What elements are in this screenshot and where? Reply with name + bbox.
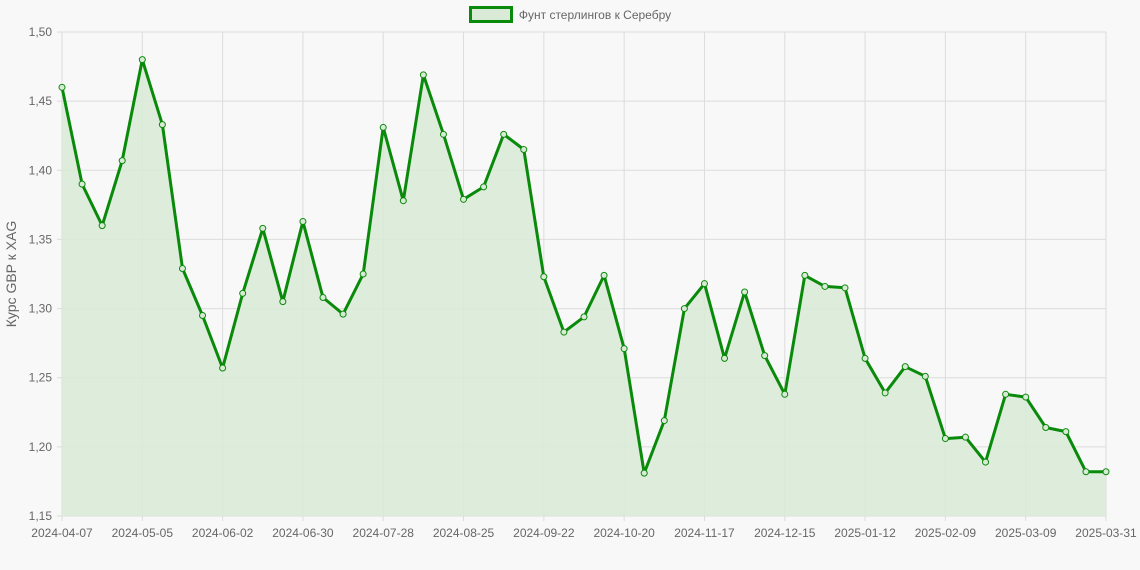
- x-tick-label: 2024-08-25: [433, 526, 495, 540]
- data-point[interactable]: [500, 130, 508, 138]
- data-point[interactable]: [1062, 428, 1070, 436]
- data-point[interactable]: [359, 270, 367, 278]
- data-point[interactable]: [640, 469, 648, 477]
- data-point[interactable]: [741, 288, 749, 296]
- data-point[interactable]: [881, 389, 889, 397]
- data-point[interactable]: [961, 433, 969, 441]
- x-tick-label: 2025-01-12: [834, 526, 896, 540]
- data-point[interactable]: [460, 195, 468, 203]
- data-point[interactable]: [620, 345, 628, 353]
- data-point[interactable]: [158, 121, 166, 129]
- x-tick-label: 2025-03-31: [1075, 526, 1137, 540]
- data-point[interactable]: [921, 372, 929, 380]
- y-tick-label: 1,20: [29, 440, 53, 454]
- data-point[interactable]: [419, 71, 427, 79]
- data-point[interactable]: [1022, 393, 1030, 401]
- y-tick-label: 1,25: [29, 371, 53, 385]
- data-point[interactable]: [600, 271, 608, 279]
- data-point[interactable]: [480, 183, 488, 191]
- data-point[interactable]: [560, 328, 568, 336]
- data-point[interactable]: [58, 83, 66, 91]
- y-tick-label: 1,35: [29, 232, 53, 246]
- data-point[interactable]: [841, 284, 849, 292]
- gridlines: [57, 31, 1107, 521]
- series-line: [60, 58, 1106, 475]
- data-point[interactable]: [279, 298, 287, 306]
- data-point[interactable]: [580, 313, 588, 321]
- data-point[interactable]: [1102, 468, 1110, 476]
- x-tick-label: 2025-02-09: [915, 526, 977, 540]
- x-tick-label: 2024-06-02: [192, 526, 254, 540]
- data-point[interactable]: [700, 280, 708, 288]
- y-tick-label: 1,50: [29, 25, 53, 39]
- data-point[interactable]: [540, 273, 548, 281]
- x-axis-ticks: 2024-04-07 2024-05-05 2024-06-02 2024-06-30…: [31, 526, 1137, 540]
- data-point[interactable]: [941, 435, 949, 443]
- data-point[interactable]: [319, 294, 327, 302]
- data-point[interactable]: [1042, 423, 1050, 431]
- data-point[interactable]: [118, 157, 126, 165]
- x-tick-label: 2024-05-05: [112, 526, 174, 540]
- data-points: [58, 56, 1110, 477]
- legend-label: Фунт стерлингов к Серебру: [518, 7, 672, 22]
- y-tick-label: 1,30: [29, 302, 53, 316]
- data-point[interactable]: [178, 264, 186, 272]
- y-tick-label: 1,40: [29, 163, 53, 177]
- data-point[interactable]: [680, 305, 688, 313]
- data-point[interactable]: [219, 364, 227, 372]
- data-point[interactable]: [660, 417, 668, 425]
- y-axis-label: Курс GBP к XAG: [3, 221, 19, 327]
- series-area-fill: [62, 59, 1106, 516]
- data-point[interactable]: [138, 56, 146, 64]
- data-point[interactable]: [439, 130, 447, 138]
- data-point[interactable]: [98, 222, 106, 230]
- x-tick-label: 2024-07-28: [353, 526, 415, 540]
- legend-swatch[interactable]: [468, 6, 513, 23]
- data-point[interactable]: [379, 123, 387, 131]
- data-point[interactable]: [721, 354, 729, 362]
- y-tick-label: 1,45: [29, 94, 53, 108]
- data-point[interactable]: [982, 458, 990, 466]
- data-point[interactable]: [861, 354, 869, 362]
- y-tick-label: 1,15: [29, 509, 53, 523]
- x-tick-label: 2024-06-30: [272, 526, 334, 540]
- data-point[interactable]: [821, 282, 829, 290]
- y-axis-ticks: 1,15 1,20 1,25 1,30 1,35 1,40 1,45 1,50: [29, 25, 53, 523]
- x-tick-label: 2024-04-07: [31, 526, 93, 540]
- data-point[interactable]: [520, 146, 528, 154]
- x-tick-label: 2024-09-22: [513, 526, 575, 540]
- data-point[interactable]: [1002, 390, 1010, 398]
- data-point[interactable]: [781, 390, 789, 398]
- x-tick-label: 2024-11-17: [674, 526, 735, 540]
- x-tick-label: 2024-12-15: [754, 526, 816, 540]
- x-tick-label: 2024-10-20: [593, 526, 655, 540]
- data-point[interactable]: [239, 289, 247, 297]
- data-point[interactable]: [339, 310, 347, 318]
- data-point[interactable]: [259, 224, 267, 232]
- data-point[interactable]: [901, 363, 909, 371]
- data-point[interactable]: [299, 217, 307, 225]
- data-point[interactable]: [399, 197, 407, 205]
- data-point[interactable]: [78, 180, 86, 188]
- data-point[interactable]: [1082, 468, 1090, 476]
- data-point[interactable]: [761, 352, 769, 360]
- x-tick-label: 2025-03-09: [995, 526, 1057, 540]
- data-point[interactable]: [801, 271, 809, 279]
- legend[interactable]: Фунт стерлингов к Серебру: [0, 6, 1140, 23]
- data-point[interactable]: [199, 311, 207, 319]
